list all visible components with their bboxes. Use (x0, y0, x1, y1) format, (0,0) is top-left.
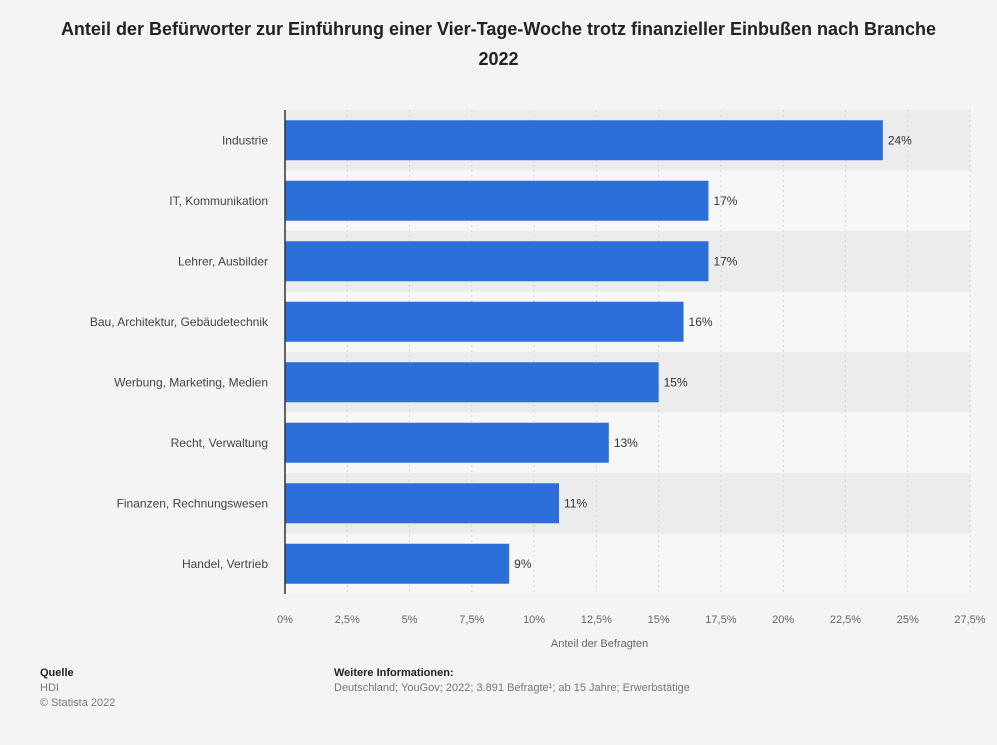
bar-chart: Industrie 24% IT, Kommunikation 17% Lehrer, … (90, 110, 986, 650)
x-tick-label-2: 2,5% (335, 614, 360, 626)
category-label-2: IT, Kommunikation (169, 194, 268, 208)
category-label-7: Finanzen, Rechnungswesen (117, 496, 268, 510)
x-tick-label-4: 7,5% (459, 614, 484, 626)
info-block: Weitere Informationen: Deutschland; YouG… (334, 666, 690, 696)
x-tick-label-3: 5% (402, 614, 418, 626)
bar-2[interactable] (285, 180, 709, 221)
bar-8[interactable] (285, 543, 510, 584)
source-line-1: HDI (40, 682, 59, 694)
source-line-2: © Statista 2022 (40, 697, 116, 709)
x-tick-label-1: 0% (277, 614, 293, 626)
bar-1[interactable] (285, 120, 883, 161)
chart-title: Anteil der Befürworter zur Einführung ei… (60, 19, 937, 69)
x-tick-label-9: 20% (772, 614, 794, 626)
category-label-5: Werbung, Marketing, Medien (114, 375, 268, 389)
value-label-6: 13% (614, 436, 638, 450)
value-label-2: 17% (713, 194, 737, 208)
x-tick-label-12: 27,5% (954, 614, 985, 626)
bar-5[interactable] (285, 362, 659, 403)
x-tick-label-10: 22,5% (830, 614, 861, 626)
category-label-8: Handel, Vertrieb (182, 557, 268, 571)
category-label-6: Recht, Verwaltung (171, 436, 268, 450)
x-tick-label-7: 15% (648, 614, 670, 626)
category-label-3: Lehrer, Ausbilder (178, 254, 268, 268)
source-block: Quelle HDI © Statista 2022 (40, 666, 115, 711)
x-axis-label: Anteil der Befragten (551, 638, 648, 650)
value-label-5: 15% (664, 375, 688, 389)
value-label-4: 16% (689, 315, 713, 329)
info-label: Weitere Informationen: (334, 667, 454, 679)
value-label-8: 9% (514, 557, 532, 571)
source-label: Quelle (40, 667, 74, 679)
value-label-7: 11% (564, 496, 587, 510)
value-label-1: 24% (888, 133, 912, 147)
value-label-3: 17% (713, 254, 737, 268)
x-tick-label-11: 25% (897, 614, 919, 626)
bar-4[interactable] (285, 301, 684, 342)
bar-6[interactable] (285, 422, 609, 463)
category-label-1: Industrie (222, 133, 268, 147)
x-tick-label-6: 12,5% (581, 614, 612, 626)
category-label-4: Bau, Architektur, Gebäudetechnik (90, 315, 269, 329)
x-tick-label-5: 10% (523, 614, 545, 626)
info-text[interactable]: Deutschland; YouGov; 2022; 3.891 Befragt… (334, 682, 690, 694)
bar-3[interactable] (285, 241, 709, 282)
x-tick-label-8: 17,5% (705, 614, 736, 626)
bar-7[interactable] (285, 483, 559, 524)
